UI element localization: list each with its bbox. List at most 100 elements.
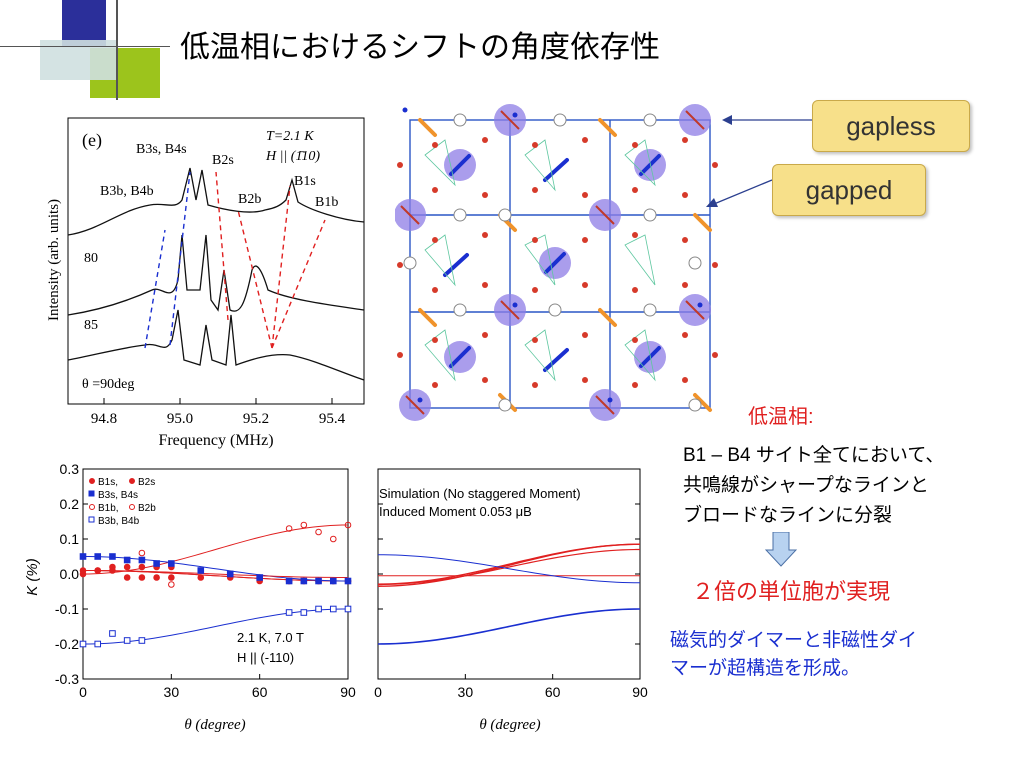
sim-curve-blue-thin — [377, 554, 641, 584]
data-point — [300, 609, 308, 616]
legend-label: B3s, B4s — [98, 490, 138, 501]
data-point — [168, 574, 175, 581]
data-point — [138, 556, 146, 564]
data-point — [138, 563, 146, 571]
spectrum-xtick-0: 94.8 — [91, 411, 117, 427]
data-point — [79, 640, 87, 648]
legend-marker — [129, 504, 135, 510]
spectrum-trace-bottom — [67, 309, 365, 381]
data-point — [315, 528, 322, 536]
gapped-callout: gapped — [772, 164, 926, 216]
data-point — [285, 577, 293, 585]
data-point — [329, 577, 337, 585]
spectrum-xtick-1: 95.0 — [167, 411, 193, 427]
k-chart-ytick-label: 0.0 — [60, 566, 80, 582]
data-point — [226, 570, 234, 578]
k-chart-xtick-label: 0 — [79, 684, 87, 700]
legend-label: B2b — [138, 503, 156, 514]
data-point — [79, 553, 87, 560]
description-line-1: B1 – B4 サイト全てにおいて、 — [683, 445, 945, 466]
data-point — [315, 577, 322, 585]
data-point — [300, 521, 308, 529]
peak-label-b2s: B2s — [212, 153, 234, 168]
callout-arrows — [706, 115, 812, 207]
k-chart-xtick-label: 30 — [164, 684, 180, 700]
note-line-1: 磁気的ダイマーと非磁性ダイ — [670, 630, 918, 651]
k-chart-ytick-label: -0.2 — [55, 636, 79, 652]
simulation-chart: 0 30 60 90 Simulation (No staggered Moment)… — [374, 468, 648, 733]
data-point — [123, 563, 131, 571]
spectrum-xtick-2: 95.2 — [243, 411, 269, 427]
result-text: ２倍の単位胞が実現 — [692, 579, 891, 604]
k-chart-ytick-label: 0.2 — [60, 496, 80, 512]
sim-curve-red-2 — [377, 543, 641, 585]
data-point — [168, 560, 175, 567]
fit-curve-b1b — [82, 524, 349, 575]
data-point — [94, 553, 102, 560]
spectrum-xlabel: Frequency (MHz) — [158, 432, 273, 449]
description-line-2: 共鳴線がシャープなラインと — [683, 475, 929, 496]
legend-label: B1b, — [98, 503, 119, 514]
peak-label-b2b: B2b — [238, 192, 261, 207]
data-point — [315, 605, 322, 613]
sim-xtick-label: 30 — [458, 684, 474, 700]
spectrum-xtick-3: 95.4 — [319, 411, 346, 427]
data-point — [138, 549, 146, 557]
crystal-structure-diagram — [395, 104, 718, 421]
data-point — [123, 637, 131, 644]
legend-label: B2s — [138, 477, 155, 488]
description-line-3: ブロードなラインに分裂 — [683, 505, 893, 526]
k-chart-annotation-1: 2.1 K, 7.0 T — [237, 630, 304, 645]
data-point — [109, 563, 116, 571]
data-point — [109, 630, 116, 637]
nmr-spectrum-chart: 94.8 95.0 95.2 95.4 Frequency (MHz) Inte… — [46, 117, 365, 449]
trace-label-80: 80 — [84, 251, 98, 266]
data-point — [168, 581, 175, 588]
data-point — [344, 577, 352, 585]
data-point — [197, 574, 205, 581]
spectrum-ylabel: Intensity (arb. units) — [46, 199, 62, 321]
trace-label-85: 85 — [84, 318, 98, 333]
peak-label-b1b: B1b — [315, 195, 338, 210]
legend-marker — [89, 478, 95, 484]
note-line-2: マーが超構造を形成。 — [670, 658, 861, 679]
sim-curve-blue-thick — [377, 608, 641, 645]
data-point — [153, 574, 160, 581]
sim-curve-red-1 — [377, 543, 641, 587]
title-decoration — [0, 0, 170, 105]
data-point — [329, 535, 337, 543]
legend-label: B1s, — [98, 477, 118, 488]
data-point — [123, 556, 131, 564]
peak-label-b1s: B1s — [294, 174, 316, 189]
gapless-callout: gapless — [812, 100, 970, 152]
sim-xtick-label: 60 — [545, 684, 561, 700]
k-chart-ylabel: K (%) — [24, 558, 41, 596]
sim-xtick-label: 0 — [374, 684, 382, 700]
data-point — [285, 525, 293, 532]
spectrum-annotation-H: H || (1̄10) — [265, 149, 320, 164]
data-point — [138, 574, 146, 581]
data-point — [197, 567, 205, 574]
data-point — [344, 605, 352, 613]
data-point — [285, 609, 293, 616]
k-chart-xtick-label: 90 — [340, 684, 356, 700]
k-chart-ytick-label: -0.3 — [55, 671, 79, 687]
peak-label-b3b-b4b: B3b, B4b — [100, 184, 154, 199]
k-chart-xtick-label: 60 — [252, 684, 268, 700]
sim-xtick-label: 90 — [632, 684, 648, 700]
phase-label: 低温相: — [748, 406, 814, 428]
k-chart-ytick-label: 0.3 — [60, 461, 80, 477]
legend-marker — [88, 516, 95, 523]
sim-curve-red-3 — [377, 548, 641, 586]
spectrum-trace-mid — [67, 234, 365, 316]
legend-marker — [129, 478, 135, 484]
fit-curve-b2b — [82, 570, 349, 578]
sim-xlabel: θ (degree) — [479, 717, 540, 733]
data-point — [256, 574, 263, 581]
legend-marker — [88, 490, 95, 497]
data-point — [153, 560, 160, 567]
data-point — [123, 574, 131, 581]
trace-label-90: θ =90deg — [82, 377, 134, 392]
peak-label-b3s-b4s: B3s, B4s — [136, 142, 187, 157]
